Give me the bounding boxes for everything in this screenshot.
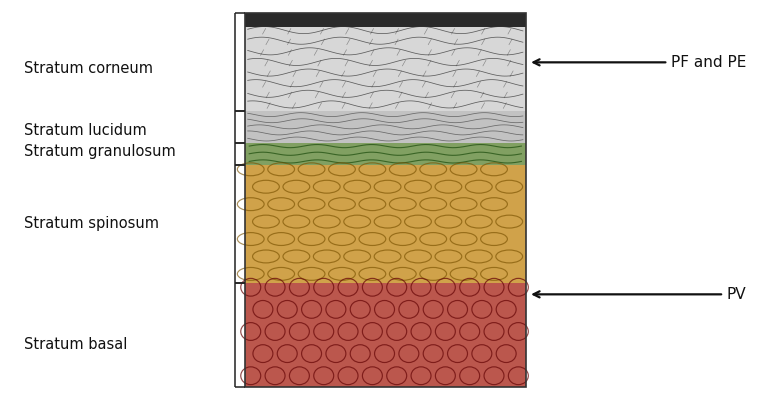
Bar [245, 112, 526, 143]
Text: Stratum basal: Stratum basal [24, 337, 127, 352]
Text: Stratum spinosum: Stratum spinosum [24, 216, 159, 231]
Bar [245, 13, 526, 27]
Bar [245, 27, 526, 112]
Text: Stratum lucidum: Stratum lucidum [24, 123, 147, 138]
Text: Stratum corneum: Stratum corneum [24, 61, 153, 76]
Text: PV: PV [533, 287, 746, 302]
Bar [245, 282, 526, 387]
Bar [245, 165, 526, 282]
Text: PF and PE: PF and PE [533, 55, 746, 70]
Bar [245, 13, 526, 387]
Bar [245, 143, 526, 165]
Text: Stratum granulosum: Stratum granulosum [24, 145, 176, 160]
